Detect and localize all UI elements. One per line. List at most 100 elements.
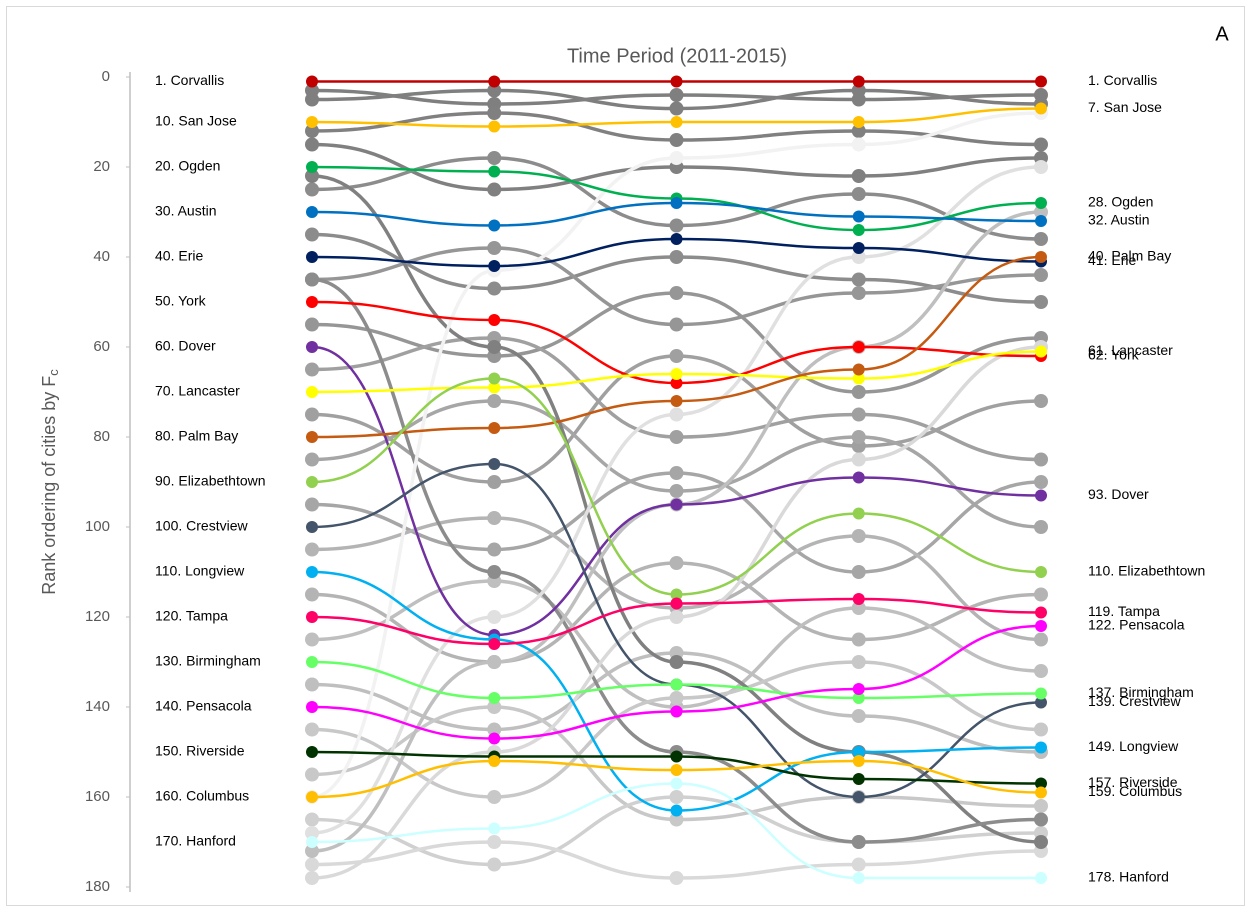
series-point [852,791,865,803]
end-label: 1. Corvallis [1088,72,1157,88]
series-point [670,597,683,610]
series-point [669,466,684,480]
series-point [306,206,318,218]
end-label: 178. Hanford [1088,869,1169,885]
series-point [305,227,319,242]
series-point [488,75,501,88]
series-point [487,241,502,255]
series-point [669,349,684,363]
series-point [1034,835,1048,849]
series-point [487,565,502,579]
frame [6,6,1245,906]
end-label: 61. Lancaster [1088,342,1173,358]
series-point [1034,587,1048,602]
series-point [306,296,318,308]
series-point [851,529,866,543]
series-point [487,655,502,669]
series-point [305,542,319,557]
series-line [311,255,1042,439]
series-point [852,116,865,128]
series-point [1035,606,1047,619]
series-point [305,844,319,858]
end-label: 40. Palm Bay [1088,248,1171,264]
y-tick-label: 140 [85,698,110,715]
end-label: 93. Dover [1088,486,1149,502]
series-point [852,363,865,376]
series-point [1035,215,1047,227]
series-point [306,161,318,173]
series-point [852,683,865,695]
series-point [669,691,684,705]
series-point [1035,741,1047,754]
series-point [669,484,684,498]
series-point [305,871,319,885]
series-point [305,182,319,197]
series-point [305,124,319,138]
series-point [305,92,319,107]
series-point [488,422,501,434]
y-axis-title-sub: c [46,369,61,376]
series-point [670,75,683,88]
series-point [1034,632,1048,647]
series-point [852,755,865,767]
series-point [305,812,319,827]
series-point [669,790,684,804]
series-point [1035,777,1047,790]
series-point [306,791,318,803]
series-point [851,83,866,98]
series-point [851,286,866,300]
series-point [851,385,866,399]
start-label: 170. Hanford [155,833,236,849]
start-label: 60. Dover [155,338,216,354]
end-label: 62. York [1088,347,1140,363]
series-point [488,314,501,326]
series-point [488,458,501,470]
series-point [487,475,502,489]
y-tick-label: 0 [102,68,110,85]
series-point [1034,295,1048,309]
end-label: 7. San Jose [1088,99,1162,115]
series-point [669,133,684,147]
series-point [670,368,683,380]
series-point [852,341,865,353]
series-point [851,452,866,467]
series-point [669,407,684,422]
y-tick-label: 120 [85,608,110,625]
series-point [487,340,502,354]
series-point [306,566,318,578]
series-point [670,804,683,817]
series-point [851,430,866,444]
series-point [488,120,501,133]
series-point [306,701,318,713]
end-label: 110. Elizabethtown [1088,563,1205,579]
series-point [670,764,683,776]
series-line [311,111,1042,799]
series-point [487,151,502,165]
series-point [1035,197,1047,209]
end-label: 157. Riverside [1088,774,1178,790]
series-point [852,224,865,236]
series-point [669,812,684,827]
series-point [487,511,502,525]
series-point [306,611,318,623]
series-point [851,857,866,872]
series-point [851,272,866,287]
end-label: 159. Columbus [1088,783,1182,799]
series-point [1034,232,1048,246]
series-point [306,386,318,398]
series-point [670,777,683,790]
series-point [1034,475,1048,489]
series-point [305,272,319,287]
series-line [311,345,1042,637]
start-label: 80. Palm Bay [155,428,238,444]
series-point [306,476,318,488]
series-point [852,746,865,758]
series-point [488,755,501,767]
series-point [1034,452,1048,467]
series-point [670,750,683,763]
series-point [1035,345,1047,358]
start-label: 140. Pensacola [155,698,252,714]
chart-title: Time Period (2011-2015) [567,45,787,67]
series-point [852,692,865,704]
